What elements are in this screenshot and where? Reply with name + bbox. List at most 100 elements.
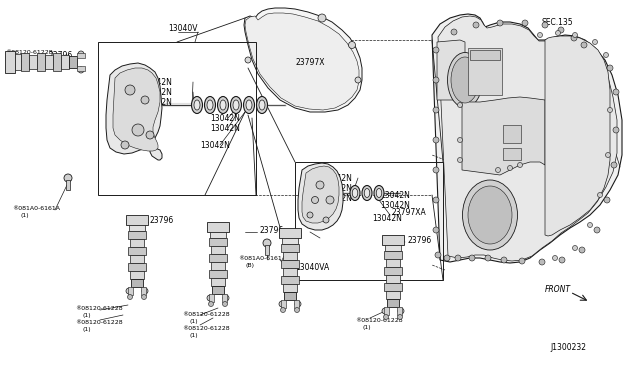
Ellipse shape bbox=[362, 186, 372, 201]
Bar bbox=[384, 267, 402, 275]
Circle shape bbox=[607, 108, 612, 112]
Bar bbox=[126, 215, 148, 225]
Bar bbox=[294, 300, 299, 308]
Text: 23797XA: 23797XA bbox=[392, 208, 427, 217]
Circle shape bbox=[497, 20, 503, 26]
Polygon shape bbox=[432, 14, 622, 263]
Circle shape bbox=[316, 181, 324, 189]
Circle shape bbox=[382, 308, 388, 314]
Text: (1): (1) bbox=[82, 312, 91, 317]
Text: 13042N: 13042N bbox=[210, 124, 240, 132]
Circle shape bbox=[223, 295, 229, 301]
Circle shape bbox=[294, 308, 300, 312]
Text: 13040V: 13040V bbox=[168, 23, 198, 32]
Circle shape bbox=[458, 103, 463, 108]
Text: (1): (1) bbox=[363, 324, 372, 330]
Text: ®08120-61228: ®08120-61228 bbox=[182, 326, 230, 330]
Bar bbox=[211, 278, 225, 286]
Ellipse shape bbox=[207, 100, 213, 110]
Ellipse shape bbox=[257, 96, 268, 113]
Bar bbox=[128, 263, 146, 271]
Bar bbox=[129, 225, 145, 231]
Ellipse shape bbox=[230, 96, 241, 113]
Circle shape bbox=[594, 227, 600, 233]
Text: ®08120-61228: ®08120-61228 bbox=[182, 312, 230, 317]
Bar bbox=[212, 286, 224, 294]
Bar bbox=[211, 262, 225, 270]
Circle shape bbox=[433, 107, 439, 113]
Circle shape bbox=[355, 77, 361, 83]
Polygon shape bbox=[245, 13, 359, 110]
Text: 13042N: 13042N bbox=[380, 201, 410, 209]
Circle shape bbox=[397, 314, 403, 320]
Circle shape bbox=[433, 47, 439, 53]
Bar bbox=[384, 307, 389, 315]
Circle shape bbox=[209, 301, 214, 307]
Circle shape bbox=[573, 246, 577, 250]
Circle shape bbox=[223, 301, 227, 307]
Circle shape bbox=[326, 196, 334, 204]
Text: SEC.135: SEC.135 bbox=[542, 17, 573, 26]
Circle shape bbox=[295, 301, 301, 307]
Bar bbox=[284, 292, 296, 300]
Ellipse shape bbox=[220, 100, 226, 110]
Bar bbox=[128, 231, 146, 239]
Bar bbox=[397, 307, 402, 315]
Text: ®08120-61228: ®08120-61228 bbox=[355, 317, 403, 323]
Circle shape bbox=[518, 163, 522, 167]
Bar bbox=[77, 66, 85, 71]
Text: 13042N: 13042N bbox=[142, 97, 172, 106]
Circle shape bbox=[433, 137, 439, 143]
Polygon shape bbox=[545, 36, 610, 236]
Text: (1): (1) bbox=[190, 320, 198, 324]
Bar bbox=[386, 291, 400, 299]
Circle shape bbox=[307, 212, 313, 218]
Bar bbox=[207, 222, 229, 232]
Text: 23797X: 23797X bbox=[296, 58, 326, 67]
Bar bbox=[131, 279, 143, 287]
Circle shape bbox=[519, 258, 525, 264]
Text: FRONT: FRONT bbox=[545, 285, 571, 295]
Text: (B): (B) bbox=[246, 263, 255, 267]
Bar bbox=[128, 247, 146, 255]
Bar bbox=[283, 252, 297, 260]
Circle shape bbox=[538, 32, 543, 38]
Circle shape bbox=[78, 67, 84, 73]
Polygon shape bbox=[298, 163, 343, 230]
Circle shape bbox=[579, 247, 585, 253]
Circle shape bbox=[126, 288, 132, 294]
Circle shape bbox=[542, 22, 548, 28]
Ellipse shape bbox=[352, 189, 358, 198]
Circle shape bbox=[556, 31, 561, 35]
Bar bbox=[29, 55, 37, 69]
Text: 13042N: 13042N bbox=[142, 87, 172, 96]
Ellipse shape bbox=[376, 189, 381, 198]
Circle shape bbox=[485, 255, 491, 261]
Circle shape bbox=[312, 196, 319, 203]
Bar bbox=[282, 238, 298, 244]
Bar bbox=[210, 232, 226, 238]
Ellipse shape bbox=[451, 57, 479, 103]
Circle shape bbox=[64, 174, 72, 182]
Circle shape bbox=[349, 42, 355, 48]
Circle shape bbox=[611, 162, 617, 168]
Ellipse shape bbox=[364, 189, 370, 198]
Circle shape bbox=[435, 252, 441, 258]
Ellipse shape bbox=[350, 186, 360, 201]
Circle shape bbox=[127, 295, 132, 299]
Circle shape bbox=[455, 255, 461, 261]
Circle shape bbox=[473, 22, 479, 28]
Circle shape bbox=[573, 32, 577, 38]
Circle shape bbox=[539, 259, 545, 265]
Bar bbox=[281, 276, 299, 284]
Circle shape bbox=[323, 217, 329, 223]
Circle shape bbox=[593, 39, 598, 45]
Bar bbox=[209, 254, 227, 262]
Bar bbox=[128, 287, 133, 295]
Polygon shape bbox=[113, 68, 160, 151]
Bar bbox=[209, 294, 214, 302]
Bar bbox=[470, 50, 500, 60]
Text: (1): (1) bbox=[12, 57, 20, 61]
Text: 13042N: 13042N bbox=[322, 183, 352, 192]
Circle shape bbox=[604, 52, 609, 58]
